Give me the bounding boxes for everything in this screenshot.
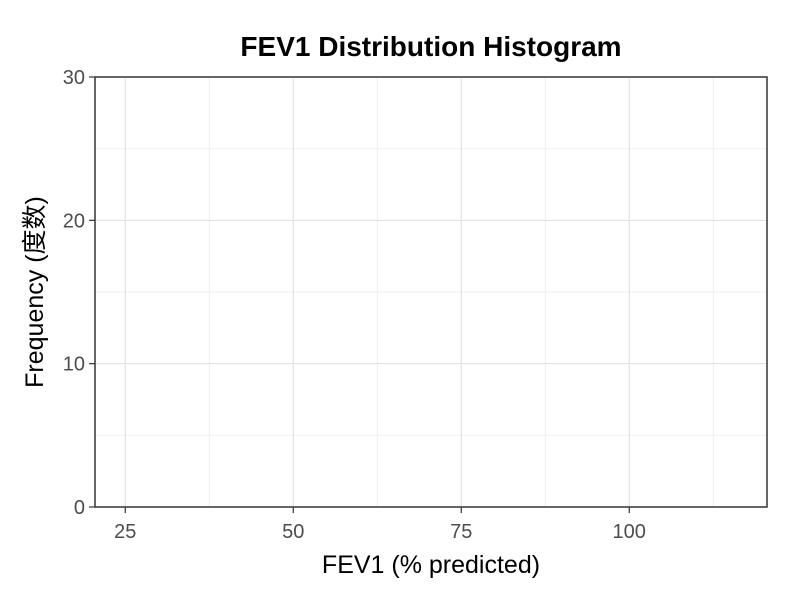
x-tick-label: 75 xyxy=(450,521,472,543)
x-axis-title: FEV1 (% predicted) xyxy=(322,551,540,579)
x-tick-label: 50 xyxy=(282,521,304,543)
x-axis: 25 50 75 100 xyxy=(114,507,646,543)
x-tick-label: 100 xyxy=(613,521,646,543)
x-tick-label: 25 xyxy=(114,521,136,543)
grid-minor xyxy=(95,77,767,507)
y-tick-label: 30 xyxy=(63,67,85,89)
y-tick-label: 0 xyxy=(74,497,85,519)
plot-panel-border xyxy=(94,76,768,508)
chart-title: FEV1 Distribution Histogram xyxy=(240,31,621,62)
y-axis: 0 10 20 30 xyxy=(63,67,95,519)
y-tick-label: 20 xyxy=(63,210,85,232)
y-axis-title: Frequency (度数) xyxy=(21,196,49,388)
y-tick-label: 10 xyxy=(63,354,85,376)
